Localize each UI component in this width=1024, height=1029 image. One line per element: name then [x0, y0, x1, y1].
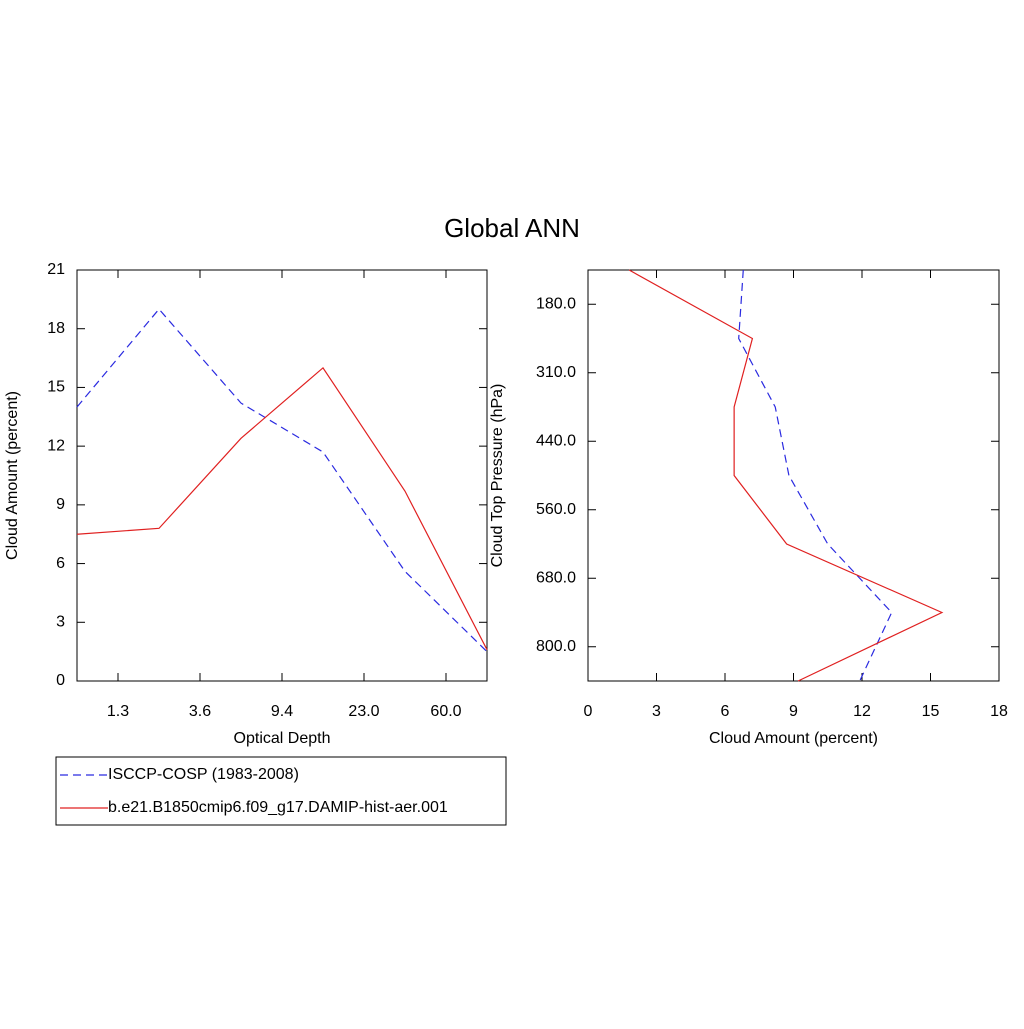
y-tick-label: 310.0 — [536, 364, 576, 381]
legend-box — [55, 756, 507, 826]
plot-frame — [76, 269, 488, 682]
y-tick-label: 180.0 — [536, 295, 576, 312]
x-tick-label: 3 — [652, 703, 661, 720]
series-line — [628, 269, 944, 682]
x-tick-label: 12 — [853, 703, 871, 720]
x-axis-label: Optical Depth — [234, 730, 331, 747]
y-tick-label: 9 — [56, 496, 65, 513]
y-tick-label: 21 — [47, 261, 65, 278]
y-tick-label: 800.0 — [536, 638, 576, 655]
series-line — [76, 366, 488, 650]
x-tick-label: 9 — [789, 703, 798, 720]
y-tick-label: 12 — [47, 437, 65, 454]
y-axis-label: Cloud Top Pressure (hPa) — [489, 384, 506, 568]
x-tick-label: 15 — [922, 703, 940, 720]
x-tick-label: 1.3 — [107, 703, 129, 720]
y-tick-label: 680.0 — [536, 569, 576, 586]
x-axis-label: Cloud Amount (percent) — [709, 730, 878, 747]
chart-title: Global ANN — [444, 213, 580, 243]
legend-label: ISCCP-COSP (1983-2008) — [108, 766, 299, 783]
y-tick-label: 560.0 — [536, 501, 576, 518]
x-tick-label: 3.6 — [189, 703, 211, 720]
x-tick-label: 6 — [721, 703, 730, 720]
series-line — [76, 308, 488, 653]
x-tick-label: 23.0 — [348, 703, 379, 720]
y-tick-label: 0 — [56, 672, 65, 689]
x-tick-label: 60.0 — [430, 703, 461, 720]
y-tick-label: 15 — [47, 379, 65, 396]
y-tick-label: 6 — [56, 555, 65, 572]
y-axis-label: Cloud Amount (percent) — [4, 391, 21, 560]
x-tick-label: 18 — [990, 703, 1008, 720]
plot-frame — [587, 269, 1000, 682]
x-tick-label: 9.4 — [271, 703, 293, 720]
legend-label: b.e21.B1850cmip6.f09_g17.DAMIP-hist-aer.… — [108, 799, 448, 816]
y-tick-label: 3 — [56, 614, 65, 631]
y-tick-label: 18 — [47, 320, 65, 337]
x-tick-label: 0 — [584, 703, 593, 720]
y-tick-label: 440.0 — [536, 432, 576, 449]
series-line — [738, 269, 893, 682]
